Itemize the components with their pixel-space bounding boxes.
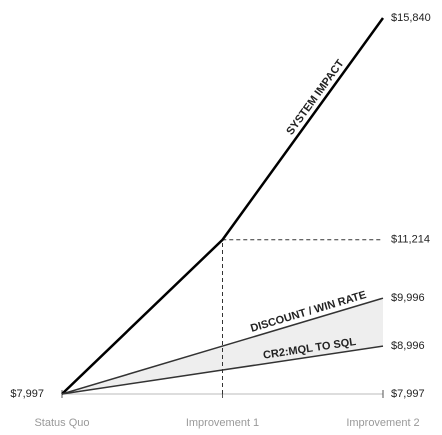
y-tick-label: $7,997 xyxy=(391,388,425,400)
value-label: $11,214 xyxy=(391,234,430,246)
line xyxy=(61,345,384,395)
x-tick-label: Improvement 2 xyxy=(346,417,419,429)
value-label: $8,996 xyxy=(391,340,425,352)
value-label: $7,997 xyxy=(10,388,44,400)
line xyxy=(61,17,385,395)
value-label: $15,840 xyxy=(391,12,431,24)
series-name: SYSTEM IMPACT xyxy=(284,57,346,137)
line xyxy=(61,297,384,395)
x-tick-label: Status Quo xyxy=(34,417,89,429)
value-label: $9,996 xyxy=(391,292,425,304)
x-tick-label: Improvement 1 xyxy=(186,417,259,429)
